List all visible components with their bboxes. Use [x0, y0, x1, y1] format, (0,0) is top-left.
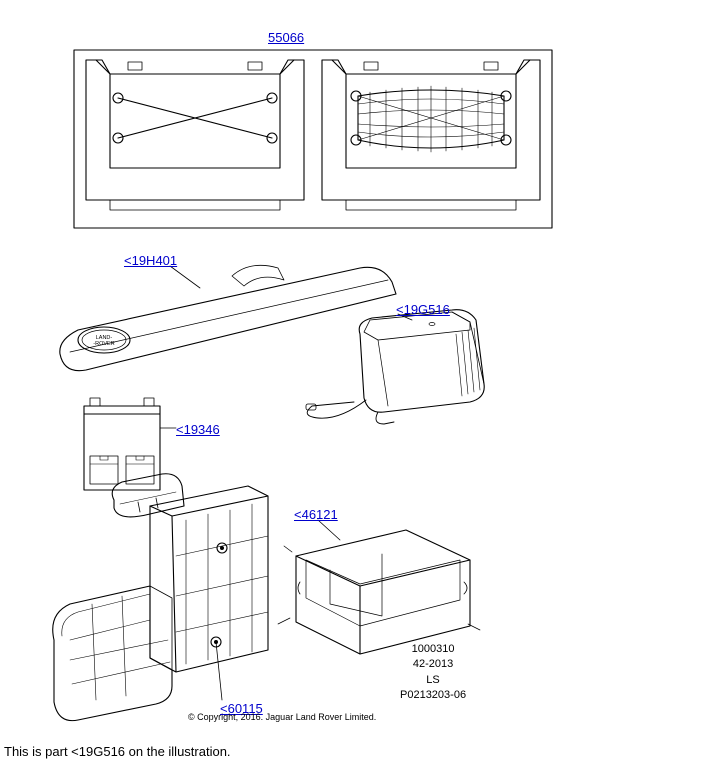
copyright-text: © Copyright, 2016. Jaguar Land Rover Lim… — [188, 712, 376, 722]
part-label-19g516[interactable]: <19G516 — [396, 302, 450, 317]
parts-diagram: LAND- -ROVER — [0, 0, 709, 766]
meta-line3: LS — [400, 673, 466, 688]
svg-text:-ROVER: -ROVER — [93, 341, 114, 347]
meta-line4: P0213203-06 — [400, 688, 466, 703]
part-label-19346[interactable]: <19346 — [176, 422, 220, 437]
meta-line1: 1000310 — [400, 642, 466, 657]
part-label-46121[interactable]: <46121 — [294, 507, 338, 522]
diagram-meta: 1000310 42-2013 LS P0213203-06 — [400, 642, 466, 704]
part-label-55066[interactable]: 55066 — [268, 30, 304, 45]
part-label-19h401[interactable]: <19H401 — [124, 253, 177, 268]
selected-part-caption: This is part <19G516 on the illustration… — [4, 744, 231, 759]
diagram-svg: LAND- -ROVER — [0, 0, 709, 766]
meta-line2: 42-2013 — [400, 657, 466, 672]
